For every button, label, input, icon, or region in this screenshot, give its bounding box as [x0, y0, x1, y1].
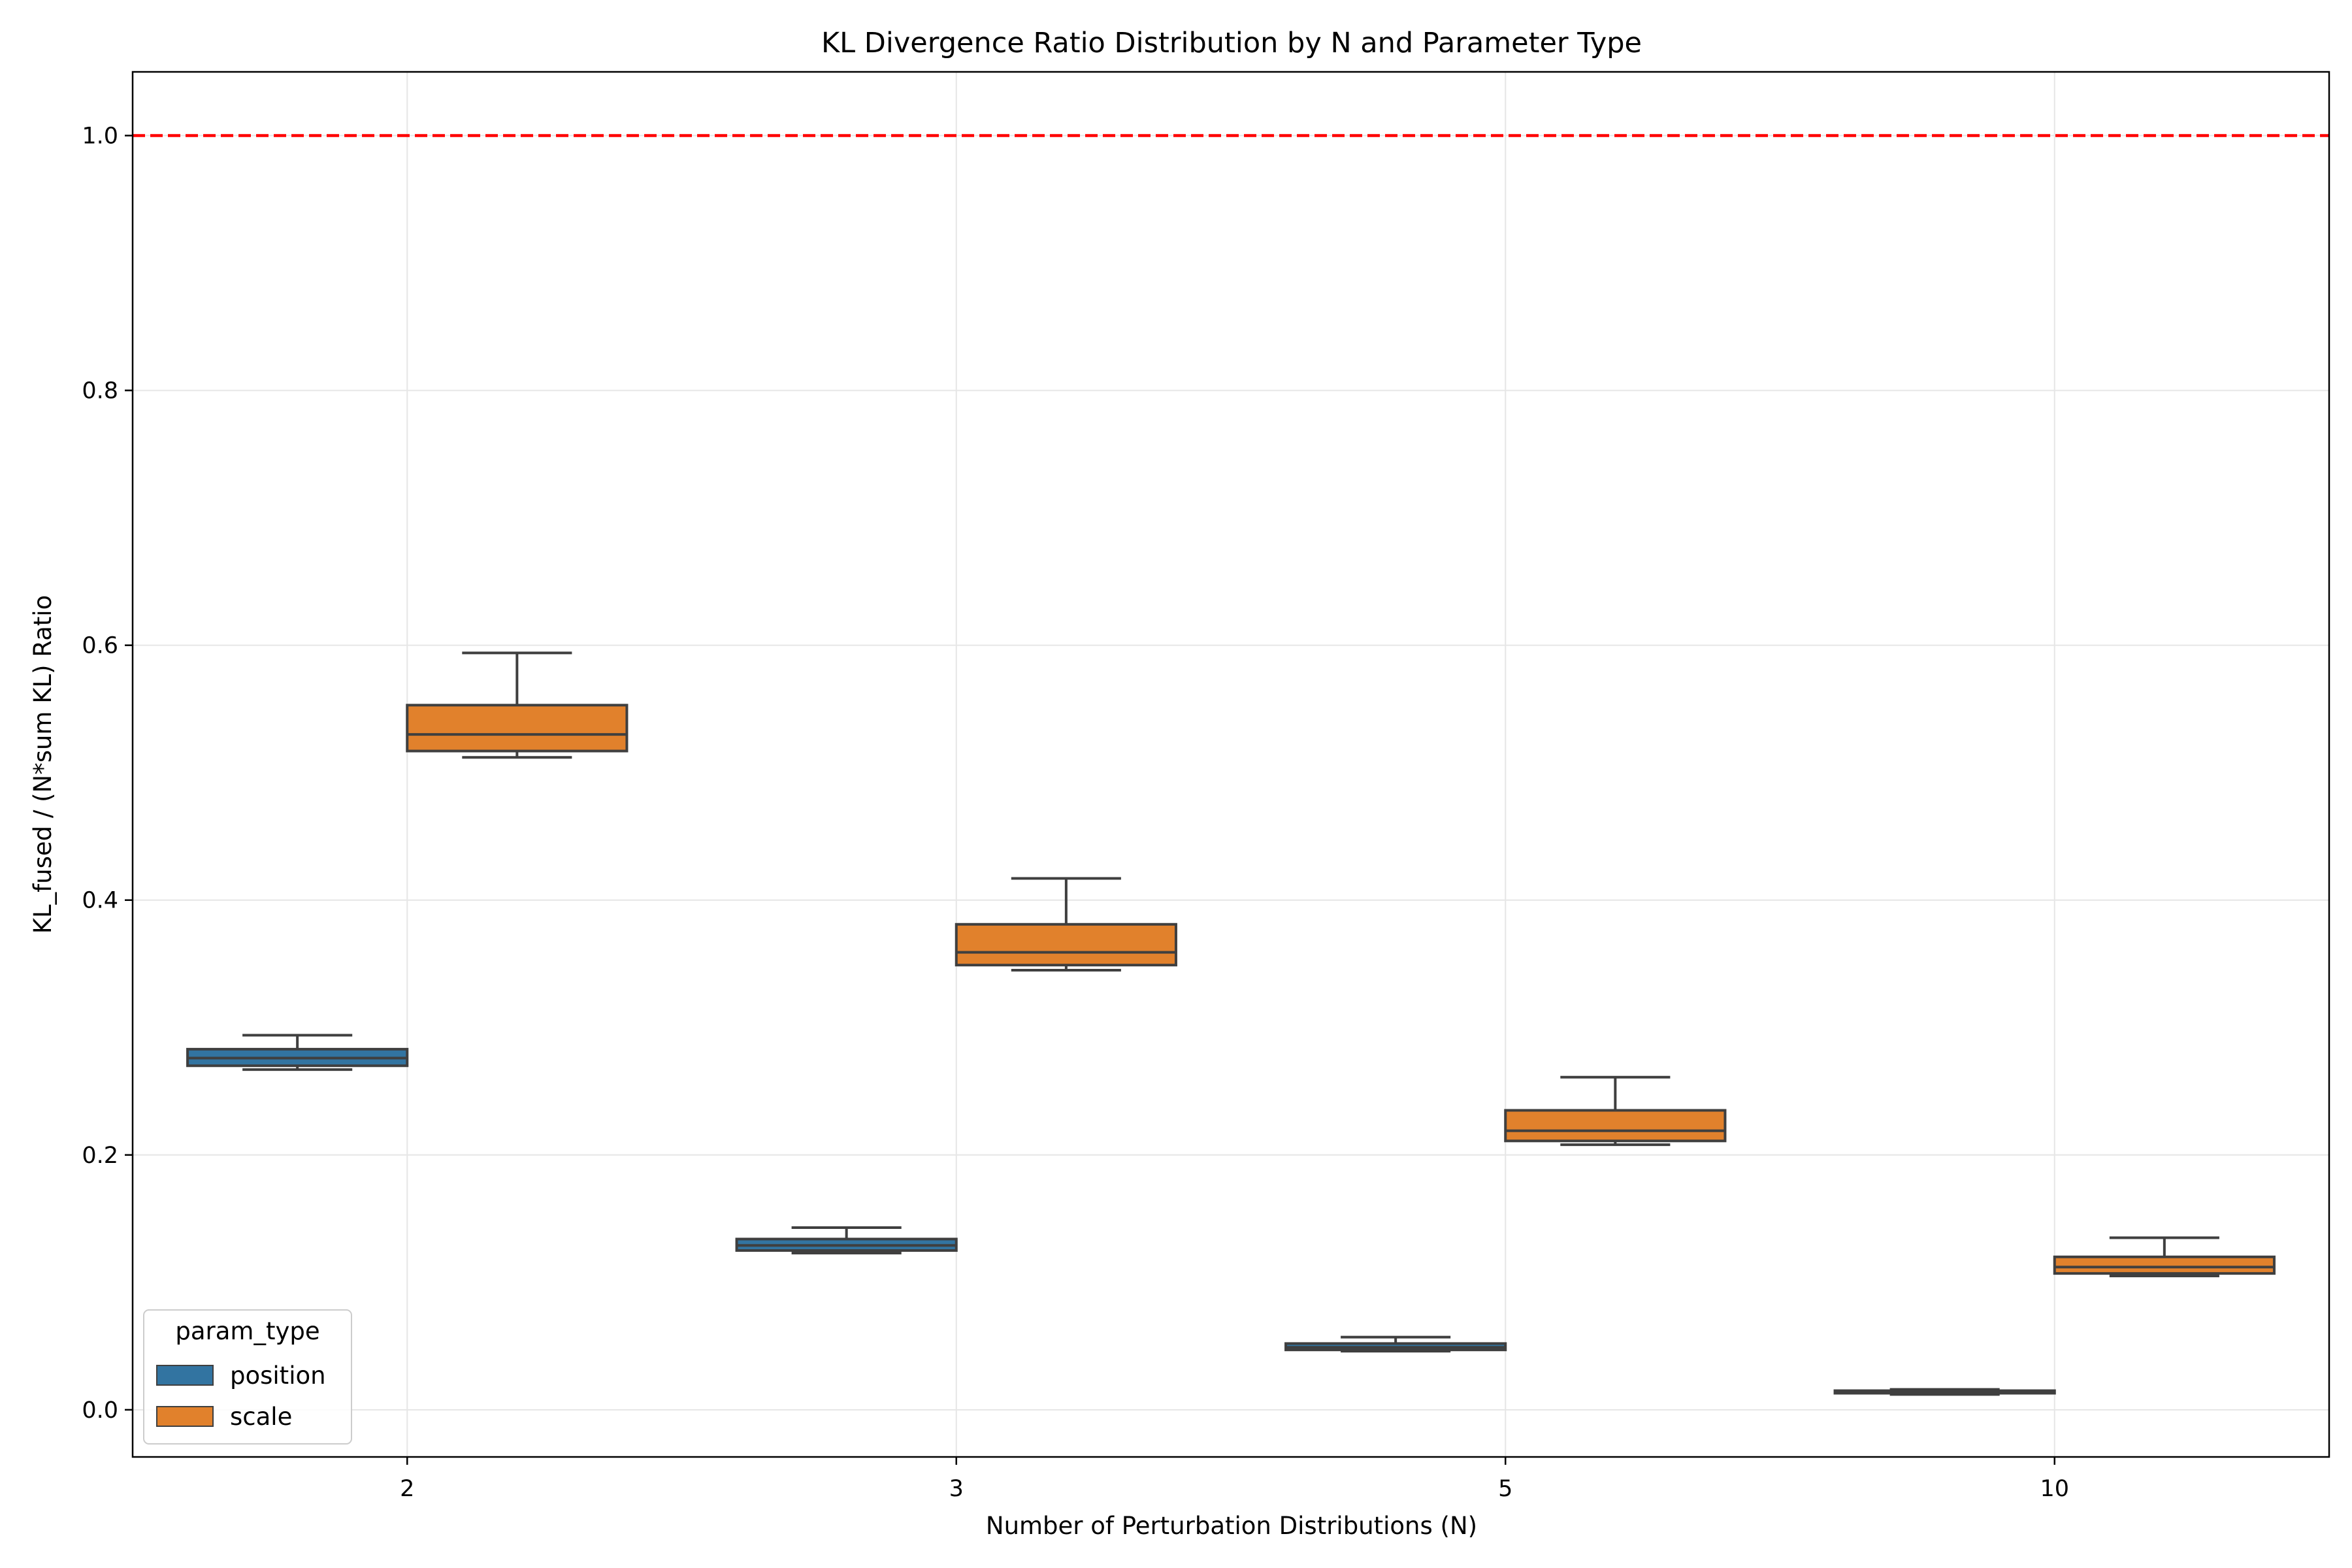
x-tick-label: 10 [2040, 1476, 2069, 1502]
y-tick-label: 0.6 [82, 633, 118, 659]
x-tick-label: 5 [1498, 1476, 1512, 1502]
box-position-2 [186, 1034, 409, 1071]
x-tick-label: 2 [400, 1476, 414, 1502]
box-scale-2 [406, 651, 629, 759]
legend: param_type position scale [143, 1309, 352, 1445]
y-tick-label: 0.2 [82, 1143, 118, 1169]
box-body [955, 923, 1177, 967]
x-axis-label: Number of Perturbation Distributions (N) [986, 1512, 1477, 1540]
box-scale-5 [1504, 1075, 1727, 1147]
box-plots [186, 651, 2276, 1396]
box-scale-3 [955, 877, 1177, 972]
box-body [1504, 1109, 1727, 1143]
box-scale-10 [2053, 1236, 2276, 1278]
plot-area-frame [131, 71, 2330, 1458]
y-tick-label: 1.0 [82, 123, 118, 150]
box-body [2053, 1255, 2276, 1275]
chart-title: KL Divergence Ratio Distribution by N an… [821, 27, 1642, 59]
x-tick-label: 3 [949, 1476, 964, 1502]
box-position-3 [735, 1226, 958, 1254]
y-tick-label: 0.8 [82, 378, 118, 404]
box-position-10 [1833, 1388, 2056, 1396]
axis-ticks: 0.0 0.2 0.4 0.6 0.8 1.0 2 3 5 10 [82, 123, 2069, 1502]
legend-label-scale: scale [230, 1403, 292, 1431]
legend-title: param_type [175, 1317, 319, 1345]
legend-swatch-scale [156, 1406, 214, 1427]
y-tick-label: 0.0 [82, 1397, 118, 1424]
legend-swatch-position [156, 1365, 214, 1386]
box-position-5 [1284, 1335, 1507, 1353]
y-tick-label: 0.4 [82, 888, 118, 914]
box-body [406, 704, 629, 753]
y-axis-label: KL_fused / (N*sum KL) Ratio [29, 595, 57, 934]
legend-label-position: position [230, 1362, 326, 1390]
